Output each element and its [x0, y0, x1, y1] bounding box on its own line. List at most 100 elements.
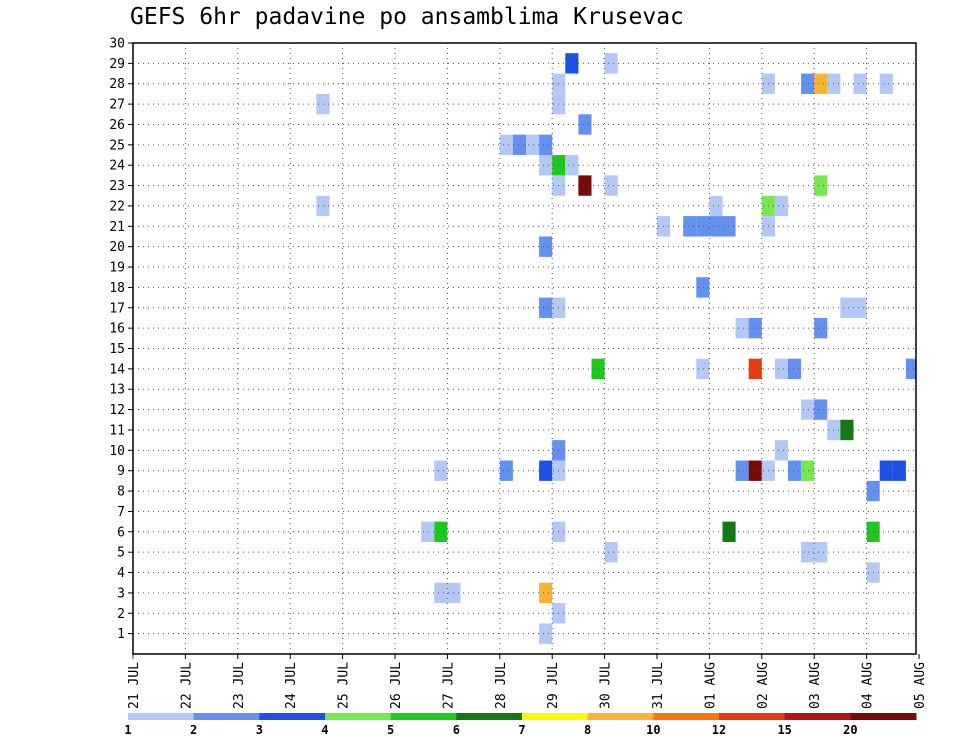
y-tick-label: 21 [109, 220, 125, 235]
colorbar: 1 2 3 4 5 6 7 8 10 12 15 20 [124, 713, 917, 737]
heatmap-cell [539, 460, 553, 481]
colorbar-swatch [784, 713, 851, 720]
y-tick-label: 14 [109, 362, 125, 377]
colorbar-swatch [522, 713, 589, 720]
colorbar-swatch [193, 713, 260, 720]
x-axis: 21 JUL 22 JUL 23 JUL 24 JUL 25 JUL 26 JUL 27 J… [127, 654, 928, 709]
heatmap-cell [499, 134, 513, 156]
heatmap-cell [539, 623, 553, 644]
heatmap-cell [905, 358, 916, 380]
colorbar-label: 4 [321, 723, 328, 737]
colorbar-swatch [653, 713, 720, 720]
y-tick-label: 13 [109, 383, 125, 398]
heatmap-cell [512, 134, 526, 156]
grid-layer [133, 42, 916, 654]
heatmap-cell [853, 297, 867, 318]
colorbar-label: 6 [453, 723, 460, 737]
y-axis: 1234567891011121314151617181920212223242… [109, 37, 133, 642]
colorbar-label: 5 [387, 723, 394, 737]
y-tick-label: 30 [109, 37, 125, 52]
x-tick-label: 29 JUL [546, 662, 561, 709]
heatmap-cell [316, 195, 330, 217]
colorbar-swatch [850, 713, 917, 720]
heatmap-cell [879, 73, 893, 94]
y-tick-label: 26 [109, 118, 125, 133]
y-tick-label: 12 [109, 403, 125, 418]
heatmap-cell [748, 358, 762, 380]
y-tick-label: 9 [117, 464, 125, 479]
colorbar-label: 7 [518, 723, 525, 737]
y-tick-label: 16 [109, 322, 125, 337]
colorbar-swatch [390, 713, 457, 720]
x-tick-label: 03 AUG [808, 662, 823, 709]
y-tick-label: 23 [109, 179, 125, 194]
y-tick-label: 25 [109, 138, 125, 153]
heatmap-cell [316, 93, 330, 115]
y-tick-label: 17 [109, 301, 125, 316]
heatmap-cell [604, 175, 618, 196]
x-tick-label: 05 AUG [913, 662, 928, 709]
heatmap-cell [578, 175, 592, 196]
y-tick-label: 22 [109, 199, 125, 214]
heatmap-cell [840, 297, 854, 318]
y-tick-label: 27 [109, 98, 125, 113]
heatmap-cell [539, 155, 553, 176]
colorbar-swatch [128, 713, 195, 720]
heatmap-cell [539, 134, 553, 156]
heatmap-cell [814, 73, 828, 94]
x-tick-label: 23 JUL [232, 662, 247, 709]
heatmap-cell [565, 155, 579, 176]
colorbar-swatch [259, 713, 326, 720]
heatmap-cell [814, 317, 828, 339]
colorbar-label: 1 [124, 723, 131, 737]
heatmap-cell [709, 216, 723, 237]
x-tick-label: 27 JUL [441, 662, 456, 709]
heatmap-cell [801, 460, 815, 481]
heatmap-cell [709, 195, 723, 217]
y-tick-label: 15 [109, 342, 125, 357]
heatmap-cell [801, 73, 815, 94]
heatmap-cell [526, 134, 540, 156]
heatmap-cell [814, 175, 828, 196]
y-tick-label: 6 [117, 525, 125, 540]
heatmap-cell [539, 236, 553, 257]
x-tick-label: 30 JUL [599, 662, 614, 709]
y-tick-label: 19 [109, 261, 125, 276]
heatmap-cell [879, 460, 893, 481]
y-tick-label: 7 [117, 505, 125, 520]
heatmap-cell [683, 216, 697, 237]
heatmap-cell [434, 521, 448, 542]
y-tick-label: 10 [109, 444, 125, 459]
y-tick-label: 4 [117, 566, 125, 581]
heatmap-cell [801, 541, 815, 563]
heatmap-cell [421, 521, 435, 542]
colorbar-label: 20 [843, 723, 857, 737]
heatmap-cell [774, 195, 788, 217]
y-tick-label: 2 [117, 607, 125, 622]
x-tick-label: 31 JUL [651, 662, 666, 709]
x-tick-label: 28 JUL [494, 662, 509, 709]
heatmap-cell [735, 460, 749, 481]
heatmap-cell [539, 297, 553, 318]
y-tick-label: 29 [109, 57, 125, 72]
y-tick-label: 8 [117, 485, 125, 500]
x-tick-label: 24 JUL [284, 662, 299, 709]
x-tick-label: 02 AUG [756, 662, 771, 709]
heatmap-cell [434, 460, 448, 481]
heatmap-cell [722, 521, 736, 542]
heatmap-cell [735, 317, 749, 339]
colorbar-label: 2 [190, 723, 197, 737]
heatmap-cell [434, 582, 448, 604]
colorbar-label: 10 [646, 723, 660, 737]
heatmap-cell [696, 277, 710, 298]
heatmap-cell [696, 216, 710, 237]
x-tick-label: 04 AUG [861, 662, 876, 709]
heatmap-cell [788, 358, 802, 380]
y-tick-label: 20 [109, 240, 125, 255]
heatmap-cell [748, 460, 762, 481]
heatmap-cell [814, 399, 828, 420]
heatmap-cell [578, 114, 592, 135]
chart-title: GEFS 6hr padavine po ansamblima Krusevac [130, 4, 684, 30]
heatmap-cell [774, 358, 788, 380]
